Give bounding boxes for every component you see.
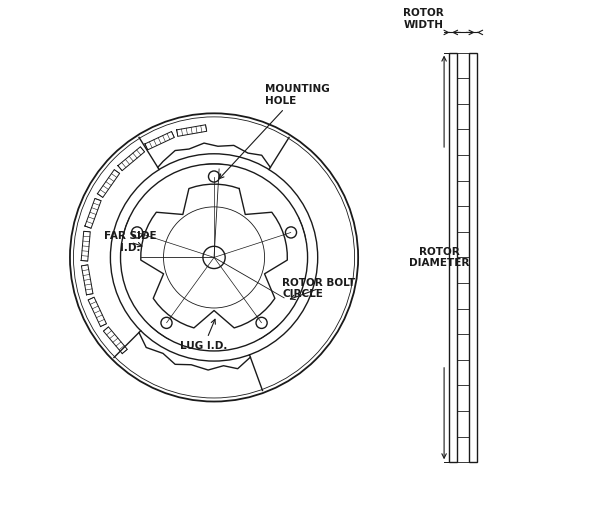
Bar [469,53,478,462]
Text: FAR SIDE
I.D.: FAR SIDE I.D. [104,231,157,253]
Bar [449,53,457,462]
Text: ROTOR
WIDTH: ROTOR WIDTH [403,8,444,30]
Text: ROTOR
DIAMETER: ROTOR DIAMETER [409,247,469,268]
Text: MOUNTING
HOLE: MOUNTING HOLE [220,84,329,179]
Text: LUG I.D.: LUG I.D. [180,319,227,351]
Text: ROTOR BOLT
CIRCLE: ROTOR BOLT CIRCLE [283,278,356,300]
